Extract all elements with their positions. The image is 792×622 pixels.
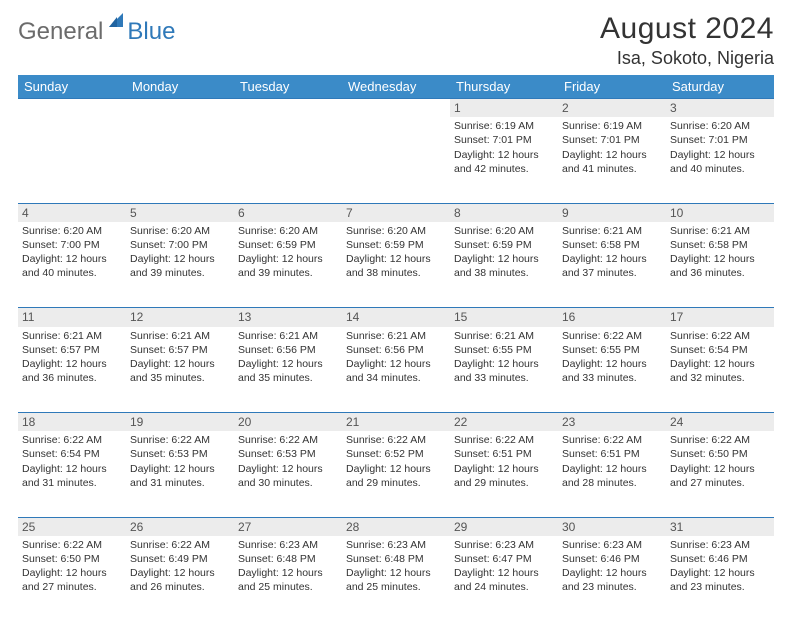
logo-sail-icon	[107, 11, 125, 34]
day-number: 30	[558, 517, 666, 536]
day-cell: Sunrise: 6:22 AM Sunset: 6:49 PM Dayligh…	[126, 536, 234, 622]
day-number: 11	[18, 308, 126, 327]
weekday-header: Tuesday	[234, 75, 342, 99]
day-number: 17	[666, 308, 774, 327]
weekday-header: Thursday	[450, 75, 558, 99]
day-cell: Sunrise: 6:23 AM Sunset: 6:46 PM Dayligh…	[666, 536, 774, 622]
weekday-header: Saturday	[666, 75, 774, 99]
day-number: 23	[558, 413, 666, 432]
day-content-row: Sunrise: 6:19 AM Sunset: 7:01 PM Dayligh…	[18, 117, 774, 203]
day-number	[342, 99, 450, 118]
weekday-header: Wednesday	[342, 75, 450, 99]
day-number-row: 45678910	[18, 203, 774, 222]
day-number: 19	[126, 413, 234, 432]
day-number: 22	[450, 413, 558, 432]
day-cell: Sunrise: 6:23 AM Sunset: 6:46 PM Dayligh…	[558, 536, 666, 622]
day-cell: Sunrise: 6:21 AM Sunset: 6:56 PM Dayligh…	[342, 327, 450, 413]
day-number-row: 123	[18, 99, 774, 118]
day-cell: Sunrise: 6:22 AM Sunset: 6:54 PM Dayligh…	[666, 327, 774, 413]
logo: General Blue	[18, 12, 175, 46]
day-cell: Sunrise: 6:22 AM Sunset: 6:51 PM Dayligh…	[558, 431, 666, 517]
weekday-header: Friday	[558, 75, 666, 99]
location-text: Isa, Sokoto, Nigeria	[600, 48, 774, 69]
day-cell: Sunrise: 6:21 AM Sunset: 6:57 PM Dayligh…	[18, 327, 126, 413]
day-number: 18	[18, 413, 126, 432]
day-number: 15	[450, 308, 558, 327]
day-number: 3	[666, 99, 774, 118]
day-cell: Sunrise: 6:21 AM Sunset: 6:58 PM Dayligh…	[558, 222, 666, 308]
day-cell: Sunrise: 6:22 AM Sunset: 6:50 PM Dayligh…	[18, 536, 126, 622]
day-number-row: 25262728293031	[18, 517, 774, 536]
day-number: 14	[342, 308, 450, 327]
day-number: 31	[666, 517, 774, 536]
day-number: 12	[126, 308, 234, 327]
day-number: 4	[18, 203, 126, 222]
day-number: 2	[558, 99, 666, 118]
day-number: 13	[234, 308, 342, 327]
day-number: 1	[450, 99, 558, 118]
logo-text-general: General	[18, 18, 103, 46]
day-cell: Sunrise: 6:23 AM Sunset: 6:48 PM Dayligh…	[234, 536, 342, 622]
day-cell: Sunrise: 6:22 AM Sunset: 6:52 PM Dayligh…	[342, 431, 450, 517]
day-number: 8	[450, 203, 558, 222]
day-number-row: 18192021222324	[18, 413, 774, 432]
day-number: 7	[342, 203, 450, 222]
day-cell: Sunrise: 6:22 AM Sunset: 6:53 PM Dayligh…	[234, 431, 342, 517]
day-cell: Sunrise: 6:20 AM Sunset: 6:59 PM Dayligh…	[342, 222, 450, 308]
day-number: 24	[666, 413, 774, 432]
day-cell: Sunrise: 6:22 AM Sunset: 6:53 PM Dayligh…	[126, 431, 234, 517]
month-title: August 2024	[600, 12, 774, 46]
day-cell: Sunrise: 6:22 AM Sunset: 6:51 PM Dayligh…	[450, 431, 558, 517]
day-content-row: Sunrise: 6:20 AM Sunset: 7:00 PM Dayligh…	[18, 222, 774, 308]
weekday-header: Monday	[126, 75, 234, 99]
day-number	[18, 99, 126, 118]
weekday-header: Sunday	[18, 75, 126, 99]
day-content-row: Sunrise: 6:22 AM Sunset: 6:54 PM Dayligh…	[18, 431, 774, 517]
day-cell: Sunrise: 6:23 AM Sunset: 6:47 PM Dayligh…	[450, 536, 558, 622]
day-number: 10	[666, 203, 774, 222]
calendar-table: Sunday Monday Tuesday Wednesday Thursday…	[18, 75, 774, 622]
day-cell	[342, 117, 450, 203]
day-number: 29	[450, 517, 558, 536]
day-content-row: Sunrise: 6:22 AM Sunset: 6:50 PM Dayligh…	[18, 536, 774, 622]
day-cell: Sunrise: 6:19 AM Sunset: 7:01 PM Dayligh…	[558, 117, 666, 203]
day-cell: Sunrise: 6:20 AM Sunset: 7:01 PM Dayligh…	[666, 117, 774, 203]
title-block: August 2024 Isa, Sokoto, Nigeria	[600, 12, 774, 69]
day-cell	[234, 117, 342, 203]
day-number-row: 11121314151617	[18, 308, 774, 327]
calendar-body: 123Sunrise: 6:19 AM Sunset: 7:01 PM Dayl…	[18, 99, 774, 622]
day-cell: Sunrise: 6:20 AM Sunset: 7:00 PM Dayligh…	[18, 222, 126, 308]
day-number: 16	[558, 308, 666, 327]
day-number: 9	[558, 203, 666, 222]
day-content-row: Sunrise: 6:21 AM Sunset: 6:57 PM Dayligh…	[18, 327, 774, 413]
day-cell: Sunrise: 6:20 AM Sunset: 6:59 PM Dayligh…	[450, 222, 558, 308]
day-cell: Sunrise: 6:23 AM Sunset: 6:48 PM Dayligh…	[342, 536, 450, 622]
day-cell: Sunrise: 6:19 AM Sunset: 7:01 PM Dayligh…	[450, 117, 558, 203]
day-number: 5	[126, 203, 234, 222]
header-row: General Blue August 2024 Isa, Sokoto, Ni…	[18, 12, 774, 69]
weekday-header-row: Sunday Monday Tuesday Wednesday Thursday…	[18, 75, 774, 99]
day-number: 26	[126, 517, 234, 536]
day-number	[126, 99, 234, 118]
day-cell: Sunrise: 6:21 AM Sunset: 6:55 PM Dayligh…	[450, 327, 558, 413]
day-cell: Sunrise: 6:20 AM Sunset: 7:00 PM Dayligh…	[126, 222, 234, 308]
day-cell: Sunrise: 6:21 AM Sunset: 6:56 PM Dayligh…	[234, 327, 342, 413]
day-number: 27	[234, 517, 342, 536]
day-number	[234, 99, 342, 118]
day-number: 25	[18, 517, 126, 536]
logo-text-blue: Blue	[127, 18, 175, 46]
day-cell: Sunrise: 6:22 AM Sunset: 6:54 PM Dayligh…	[18, 431, 126, 517]
day-cell: Sunrise: 6:22 AM Sunset: 6:50 PM Dayligh…	[666, 431, 774, 517]
day-cell: Sunrise: 6:20 AM Sunset: 6:59 PM Dayligh…	[234, 222, 342, 308]
day-number: 20	[234, 413, 342, 432]
day-cell	[126, 117, 234, 203]
day-number: 6	[234, 203, 342, 222]
day-number: 21	[342, 413, 450, 432]
day-cell: Sunrise: 6:21 AM Sunset: 6:57 PM Dayligh…	[126, 327, 234, 413]
day-cell: Sunrise: 6:22 AM Sunset: 6:55 PM Dayligh…	[558, 327, 666, 413]
day-cell	[18, 117, 126, 203]
day-number: 28	[342, 517, 450, 536]
day-cell: Sunrise: 6:21 AM Sunset: 6:58 PM Dayligh…	[666, 222, 774, 308]
